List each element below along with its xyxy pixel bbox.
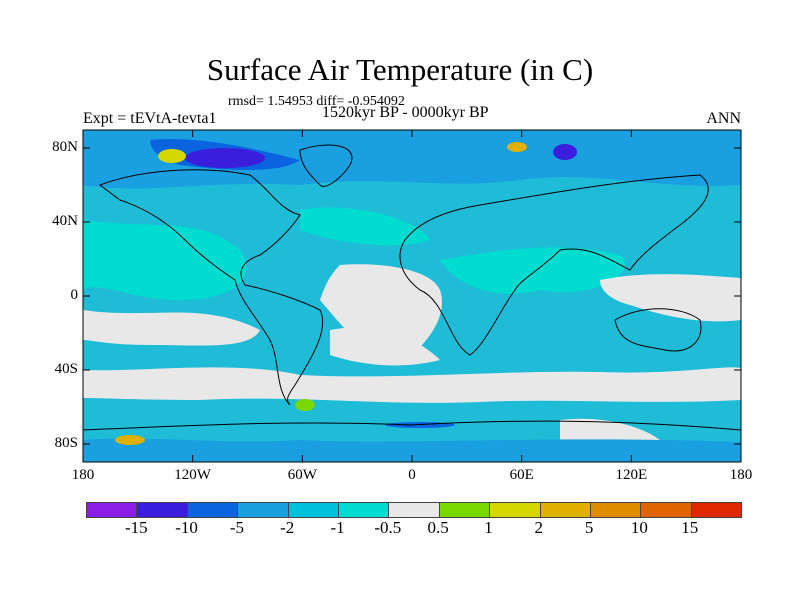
colorbar-swatch xyxy=(87,503,138,517)
colorbar-label: 1 xyxy=(484,518,493,537)
lon-tick-label: 120E xyxy=(615,467,648,483)
colorbar-swatch xyxy=(238,503,289,517)
lat-tick-label: 40S xyxy=(54,361,78,377)
colorbar-swatch xyxy=(288,503,339,517)
stats-text: rmsd= 1.54953 diff= -0.954092 xyxy=(228,94,405,109)
period-label: 1520kyr BP - 0000kyr BP xyxy=(322,104,489,121)
plot-title: Surface Air Temperature (in C) xyxy=(206,52,594,87)
axis-ticks xyxy=(82,130,742,462)
colorbar-label: 10 xyxy=(630,518,648,537)
colorbar-label: 5 xyxy=(584,518,594,537)
lat-tick-label: 80N xyxy=(52,139,78,155)
lon-tick-label: 180 xyxy=(729,467,753,483)
lon-tick-label: 0 xyxy=(408,467,416,483)
colorbar-label: -0.5 xyxy=(374,518,402,537)
colorbar-label: 15 xyxy=(681,518,699,537)
season-label: ANN xyxy=(706,110,741,127)
field-patches xyxy=(83,130,741,462)
lat-tick-label: 80S xyxy=(54,435,78,451)
colorbar-label: -5 xyxy=(229,518,244,537)
colorbar-swatch xyxy=(641,503,692,517)
colorbar-label: -2 xyxy=(280,518,295,537)
colorbar-swatch xyxy=(590,503,642,517)
lat-tick-label: 0 xyxy=(70,287,79,303)
colorbar-label: -15 xyxy=(124,518,148,537)
colorbar-swatch xyxy=(490,503,541,517)
colorbar-swatch xyxy=(137,503,188,517)
colorbar-swatch xyxy=(439,503,491,517)
colorbar-swatch xyxy=(389,503,440,517)
lon-tick-label: 60W xyxy=(287,467,317,483)
lat-tick-label: 40N xyxy=(52,213,78,229)
colorbar-label: 2 xyxy=(534,518,544,537)
colorbar-swatch xyxy=(187,503,239,517)
lon-tick-label: 180 xyxy=(71,467,95,483)
lon-tick-label: 60E xyxy=(509,467,534,483)
experiment-label: Expt = tEVtA-tevta1 xyxy=(83,110,217,127)
colorbar-swatch xyxy=(691,503,742,517)
colorbar-swatch xyxy=(338,503,390,517)
colorbar-swatch xyxy=(540,503,591,517)
colorbar-label: -1 xyxy=(330,518,345,537)
coastlines xyxy=(83,144,741,431)
lon-tick-label: 120W xyxy=(174,467,211,483)
colorbar xyxy=(86,502,742,518)
colorbar-label: 0.5 xyxy=(427,518,449,537)
colorbar-label: -10 xyxy=(175,518,198,537)
